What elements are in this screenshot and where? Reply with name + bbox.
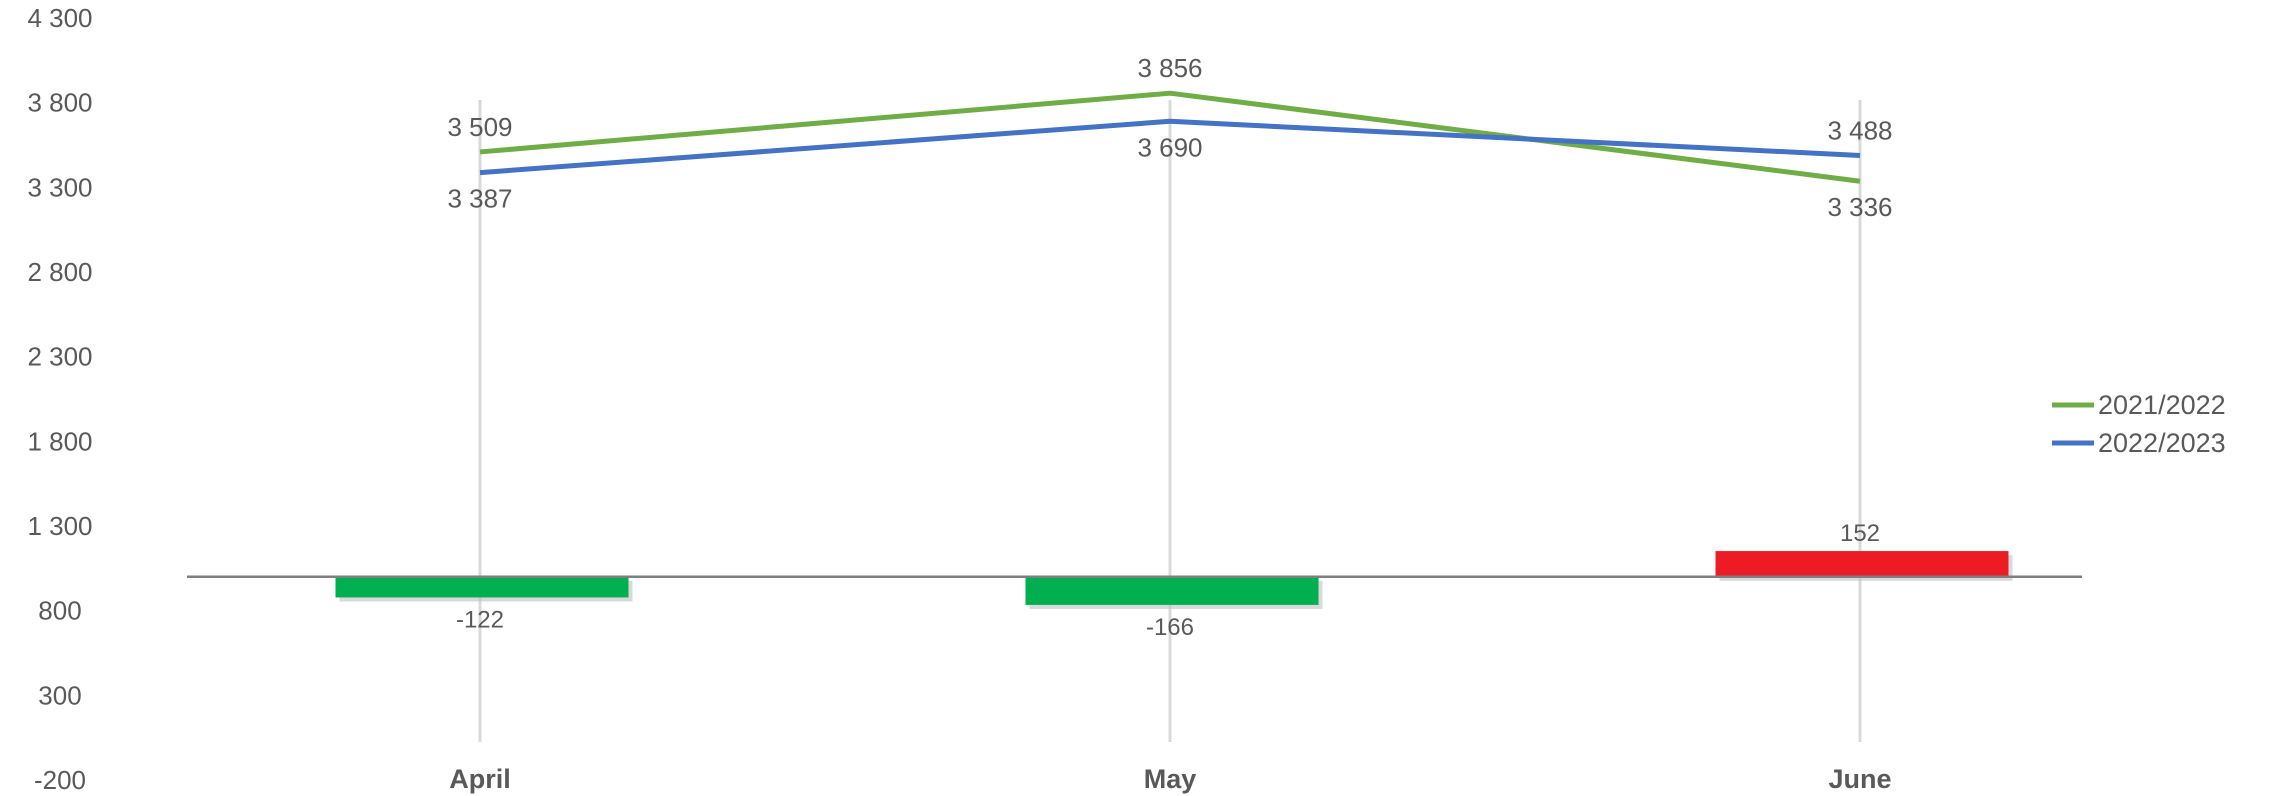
series-line	[479, 118, 1861, 176]
line-data-label: 3 387	[447, 184, 512, 214]
category-lines	[478, 100, 1862, 742]
bar-series: -122 -166 152	[335, 520, 2013, 641]
line-data-label: 3 856	[1137, 53, 1202, 83]
legend-label: 2021/2022	[2098, 390, 2226, 420]
y-tick-label: -200	[34, 765, 86, 795]
legend: 2021/2022 2022/2023	[2052, 390, 2226, 458]
line-series: 3 509 3 387 3 856 3 690 3 336 3 488	[447, 53, 1892, 222]
x-tick-label: June	[1828, 764, 1891, 794]
bar-data-label: -122	[456, 606, 504, 633]
bar-data-label: -166	[1146, 614, 1194, 641]
bar	[335, 576, 629, 598]
y-tick-label: 3 300	[27, 172, 92, 202]
y-tick-label: 2 300	[27, 342, 92, 372]
bar-data-label: 152	[1840, 520, 1880, 547]
x-axis: April May June	[449, 764, 1891, 794]
line-data-label: 3 509	[447, 112, 512, 142]
line-data-label: 3 690	[1137, 132, 1202, 162]
x-tick-label: May	[1144, 764, 1197, 794]
bar	[1715, 551, 2009, 577]
y-tick-label: 1 300	[27, 511, 92, 541]
bar	[1025, 576, 1319, 605]
y-axis: 4 300 3 800 3 300 2 800 2 300 1 800 1 300 800 30…	[27, 3, 92, 795]
legend-label: 2022/2023	[2098, 428, 2226, 458]
y-tick-label: 3 800	[27, 88, 92, 118]
y-tick-label: 300	[38, 680, 81, 710]
series-line	[479, 90, 1861, 184]
y-tick-label: 1 800	[27, 426, 92, 456]
y-tick-label: 4 300	[27, 3, 92, 33]
line-data-label: 3 488	[1827, 115, 1892, 145]
y-tick-label: 2 800	[27, 257, 92, 287]
line-data-label: 3 336	[1827, 192, 1892, 222]
x-tick-label: April	[449, 764, 511, 794]
y-tick-label: 800	[38, 596, 81, 626]
